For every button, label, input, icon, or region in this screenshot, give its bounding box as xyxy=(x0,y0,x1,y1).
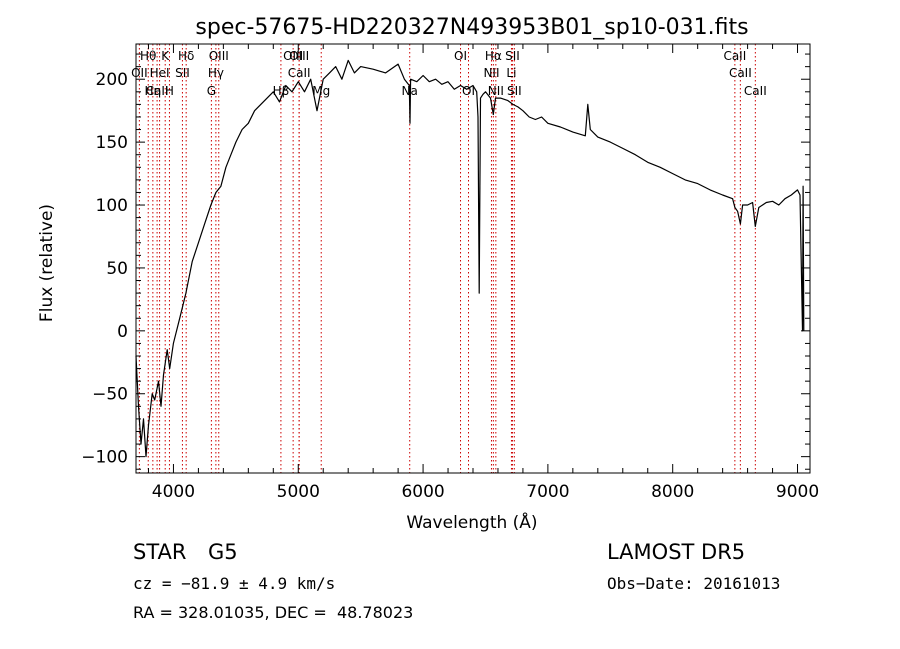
line-marker-label-0: Hθ xyxy=(140,49,156,63)
spectral-line-labels: HθHηCaIIHeIKHHδSIIOIIGHγOIIIHβOIIIOIIICa… xyxy=(131,49,767,98)
y-tick-label-200: 200 xyxy=(96,70,128,90)
x-tick-label-9000: 9000 xyxy=(776,482,819,502)
line-marker-label-19: OI xyxy=(462,84,475,98)
chart-title: spec-57675-HD220327N493953B01_sp10-031.f… xyxy=(195,15,748,40)
y-tick-label-100: 100 xyxy=(96,196,128,216)
line-marker-label-8: OII xyxy=(131,66,148,80)
line-marker-label-5: H xyxy=(165,84,174,98)
line-marker-label-3: HeI xyxy=(150,66,170,80)
line-marker-label-4: K xyxy=(161,49,170,63)
x-tick-label-4000: 4000 xyxy=(152,482,195,502)
spectral-line-markers xyxy=(138,44,756,473)
line-marker-label-18: OI xyxy=(454,49,467,63)
line-marker-label-27: CaII xyxy=(729,66,752,80)
x-axis-label: Wavelength (Å) xyxy=(406,511,537,533)
line-marker-label-16: Mg xyxy=(312,84,330,98)
y-axis-label: Flux (relative) xyxy=(37,204,57,322)
line-marker-label-2: CaII xyxy=(146,84,169,98)
line-marker-label-11: OIII xyxy=(209,49,229,63)
line-marker-label-28: CaII xyxy=(744,84,767,98)
line-marker-label-17: Na xyxy=(402,84,418,98)
survey-name: LAMOST DR5 xyxy=(607,540,746,564)
line-marker-label-25: SII xyxy=(507,84,522,98)
y-tick-label-0: 0 xyxy=(117,322,128,342)
x-tick-label-6000: 6000 xyxy=(401,482,444,502)
line-marker-label-10: Hγ xyxy=(208,66,224,80)
redshift-line: cz = −81.9 ± 4.9 km/s xyxy=(133,574,336,593)
line-marker-label-23: Li xyxy=(506,66,516,80)
axes: 4000 5000 6000 7000 8000 9000 −100 −50 0 50 100 150… xyxy=(81,43,819,502)
line-marker-label-12: Hβ xyxy=(273,84,290,98)
line-marker-label-7: SII xyxy=(175,66,190,80)
line-marker-label-9: G xyxy=(207,84,216,98)
x-tick-label-5000: 5000 xyxy=(277,482,320,502)
line-marker-label-13: OIII xyxy=(283,49,303,63)
line-marker-label-21: Hα xyxy=(485,49,502,63)
line-marker-label-24: SII xyxy=(505,49,520,63)
observation-date: Obs−Date: 20161013 xyxy=(607,574,781,593)
object-subclass: G5 xyxy=(208,540,238,564)
x-tick-label-8000: 8000 xyxy=(651,482,694,502)
line-marker-label-22: NII xyxy=(488,84,504,98)
line-marker-label-14: OIII xyxy=(289,49,309,63)
line-marker-label-1: Hη xyxy=(145,84,162,98)
line-marker-label-26: CaII xyxy=(723,49,746,63)
coordinates: RA = 328.01035, DEC = 48.78023 xyxy=(133,603,414,622)
plot-frame xyxy=(135,43,811,474)
line-marker-label-15: CaII xyxy=(288,66,311,80)
y-tick-label-50: 50 xyxy=(106,259,128,279)
object-type: STAR xyxy=(133,540,187,564)
y-tick-label-150: 150 xyxy=(96,133,128,153)
y-tick-label--100: −100 xyxy=(81,448,128,468)
spectrum-line xyxy=(135,59,805,458)
x-tick-label-7000: 7000 xyxy=(526,482,569,502)
y-tick-label--50: −50 xyxy=(92,385,128,405)
spectrum-series xyxy=(135,59,805,458)
line-marker-label-20: NII xyxy=(483,66,499,80)
line-marker-label-6: Hδ xyxy=(178,49,194,63)
